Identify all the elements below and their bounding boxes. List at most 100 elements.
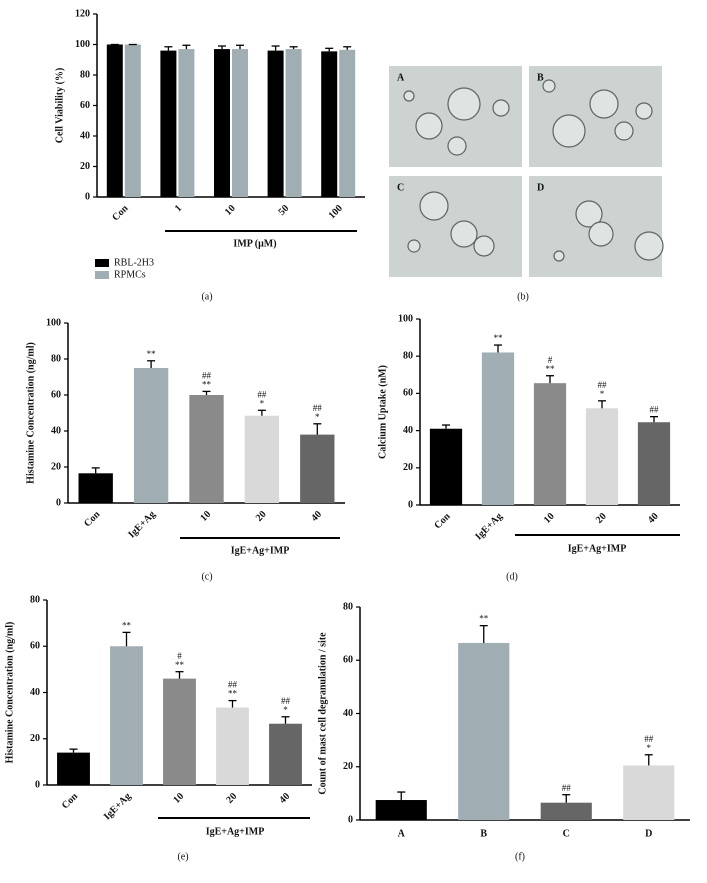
group-label: IgE+Ag+IMP	[231, 545, 290, 556]
bar	[375, 800, 427, 820]
y-axis-label: Histamine Concentration (ng/ml)	[4, 622, 15, 764]
y-tick-label: 40	[30, 687, 40, 698]
significance-label: #	[548, 355, 553, 365]
panel-label: (a)	[201, 291, 212, 302]
bar	[78, 473, 113, 503]
group-label: IgE+Ag+IMP	[568, 543, 627, 554]
y-tick-label: 20	[403, 462, 413, 473]
bar	[321, 51, 338, 197]
cell	[552, 114, 586, 148]
significance-label: **	[202, 379, 212, 389]
panel-label: (b)	[517, 291, 529, 302]
bar	[267, 50, 284, 197]
cell	[419, 191, 449, 221]
y-tick-label: 120	[75, 8, 90, 19]
y-tick-label: 20	[80, 161, 90, 172]
bar	[585, 408, 619, 505]
cell	[588, 221, 614, 247]
cell	[473, 235, 495, 257]
x-tick-label: A	[398, 828, 406, 839]
significance-label: *	[600, 389, 605, 399]
significance-label: #	[177, 651, 182, 661]
x-tick-label: 1	[173, 203, 184, 214]
panel-label: (c)	[201, 571, 212, 582]
panel-label: (f)	[515, 851, 525, 862]
y-tick-label: 100	[46, 317, 61, 328]
cell	[553, 250, 565, 262]
significance-label: **	[228, 689, 238, 699]
y-tick-label: 100	[398, 313, 413, 324]
cell	[403, 90, 415, 102]
image-label: C	[397, 182, 404, 193]
significance-label: **	[479, 614, 489, 624]
image-label: D	[537, 182, 544, 193]
bar	[110, 646, 143, 785]
x-tick-label: C	[563, 828, 570, 839]
y-tick-label: 100	[75, 39, 90, 50]
cell	[575, 200, 603, 228]
significance-label: ##	[650, 405, 660, 415]
significance-label: ##	[281, 696, 291, 706]
y-axis-label: Histamine Concentration (ng/ml)	[25, 342, 36, 484]
y-tick-label: 60	[80, 100, 90, 111]
cell	[589, 89, 619, 119]
bar	[623, 765, 675, 820]
y-tick-label: 40	[403, 425, 413, 436]
bar	[285, 49, 302, 198]
y-tick-label: 0	[56, 497, 61, 508]
y-axis-label: Cell Viability (%)	[54, 68, 65, 144]
bar	[214, 49, 230, 198]
y-tick-label: 0	[408, 499, 413, 510]
y-tick-label: 80	[51, 353, 61, 364]
y-tick-label: 80	[30, 594, 40, 605]
significance-label: ##	[228, 680, 238, 690]
x-tick-label: B	[480, 828, 487, 839]
y-tick-label: 80	[343, 601, 353, 612]
cell	[415, 112, 443, 140]
significance-label: **	[122, 620, 132, 630]
cell	[447, 136, 467, 156]
bar	[57, 752, 90, 785]
bar	[637, 422, 671, 505]
legend-label: RPMCs	[114, 269, 146, 280]
y-tick-label: 40	[343, 708, 353, 719]
y-tick-label: 20	[343, 761, 353, 772]
bar	[339, 49, 356, 198]
legend-swatch	[95, 259, 109, 267]
y-tick-label: 60	[343, 655, 353, 666]
cell	[635, 102, 653, 120]
bar	[300, 434, 335, 503]
group-label: IMP (μM)	[233, 238, 276, 249]
legend-swatch	[95, 271, 109, 279]
bar	[244, 415, 280, 503]
significance-label: **	[494, 333, 504, 343]
significance-label: **	[546, 364, 556, 374]
significance-label: **	[147, 349, 157, 359]
cell	[450, 220, 478, 248]
cell	[407, 239, 421, 253]
significance-label: *	[260, 398, 265, 408]
y-tick-label: 0	[85, 191, 90, 202]
bar	[133, 368, 169, 503]
legend-label: RBL-2H3	[114, 257, 154, 268]
cell	[614, 121, 634, 141]
significance-label: ##	[202, 370, 212, 380]
bar	[481, 352, 515, 505]
significance-label: ##	[562, 783, 572, 793]
bar	[533, 383, 567, 505]
bar	[163, 678, 196, 785]
bar	[216, 707, 249, 785]
image-label: B	[537, 72, 544, 83]
y-axis-label: Count of mast cell degranulation / site	[317, 632, 328, 795]
x-tick-label: D	[645, 828, 652, 839]
y-tick-label: 80	[403, 350, 413, 361]
y-tick-label: 40	[51, 425, 61, 436]
cell	[492, 99, 510, 117]
bar	[106, 44, 123, 197]
cell	[634, 231, 664, 261]
significance-label: ##	[313, 403, 323, 413]
bar	[232, 49, 248, 198]
significance-label: ##	[598, 380, 608, 390]
y-tick-label: 60	[403, 388, 413, 399]
